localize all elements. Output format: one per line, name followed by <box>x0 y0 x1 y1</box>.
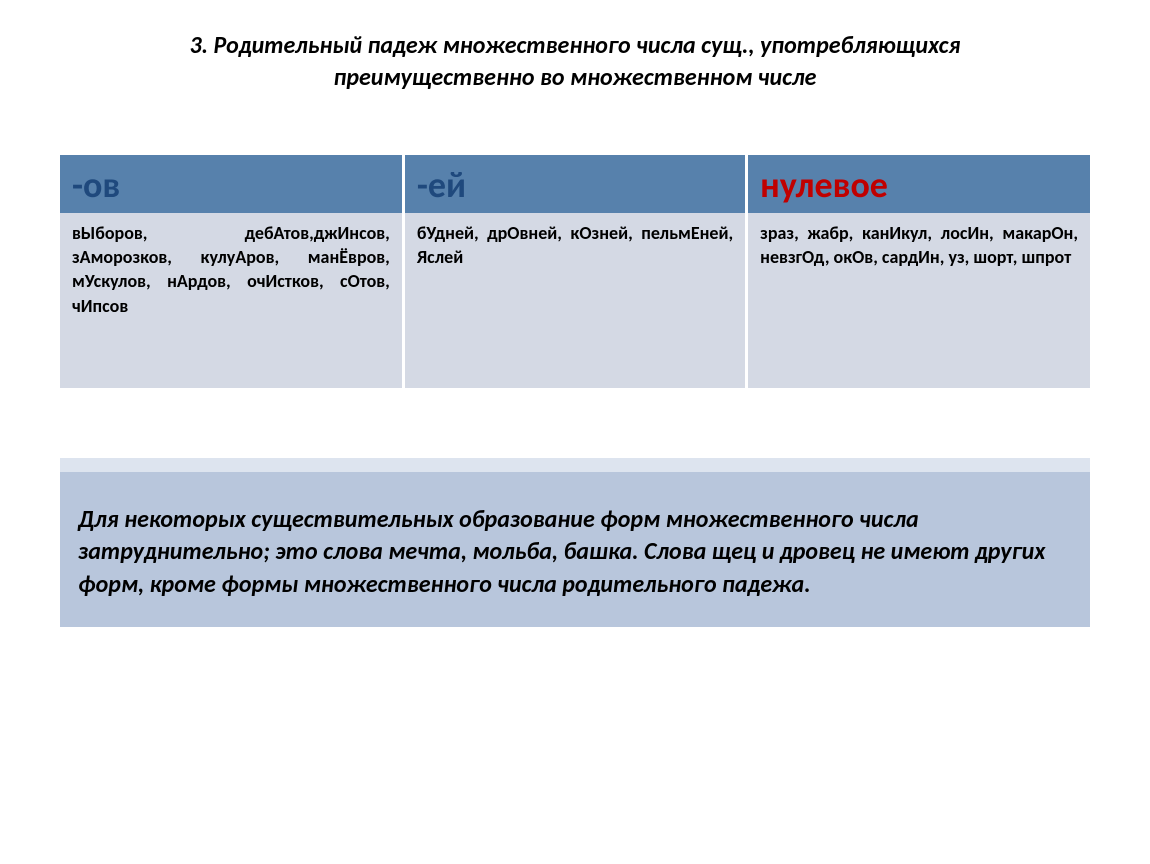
note-box: Для некоторых существительных образовани… <box>60 458 1090 627</box>
col-header-ej: -ей <box>403 155 746 213</box>
cell-ov: вЫборов, дебАтов,джИнсов, зАморозков, ку… <box>60 213 403 388</box>
table-row: вЫборов, дебАтов,джИнсов, зАморозков, ку… <box>60 213 1090 388</box>
col-header-ov: -ов <box>60 155 403 213</box>
endings-table: -ов -ей нулевое вЫборов, дебАтов,джИнсов… <box>60 155 1090 388</box>
table-header-row: -ов -ей нулевое <box>60 155 1090 213</box>
cell-ej: бУдней, дрОвней, кОзней, пельмЕней, Ясле… <box>403 213 746 388</box>
slide: 3. Родительный падеж множественного числ… <box>0 0 1150 864</box>
cell-null: зраз, жабр, канИкул, лосИн, макарОн, нев… <box>747 213 1090 388</box>
note-text: Для некоторых существительных образовани… <box>78 505 1045 599</box>
slide-title: 3. Родительный падеж множественного числ… <box>125 30 1025 95</box>
col-header-null: нулевое <box>747 155 1090 213</box>
